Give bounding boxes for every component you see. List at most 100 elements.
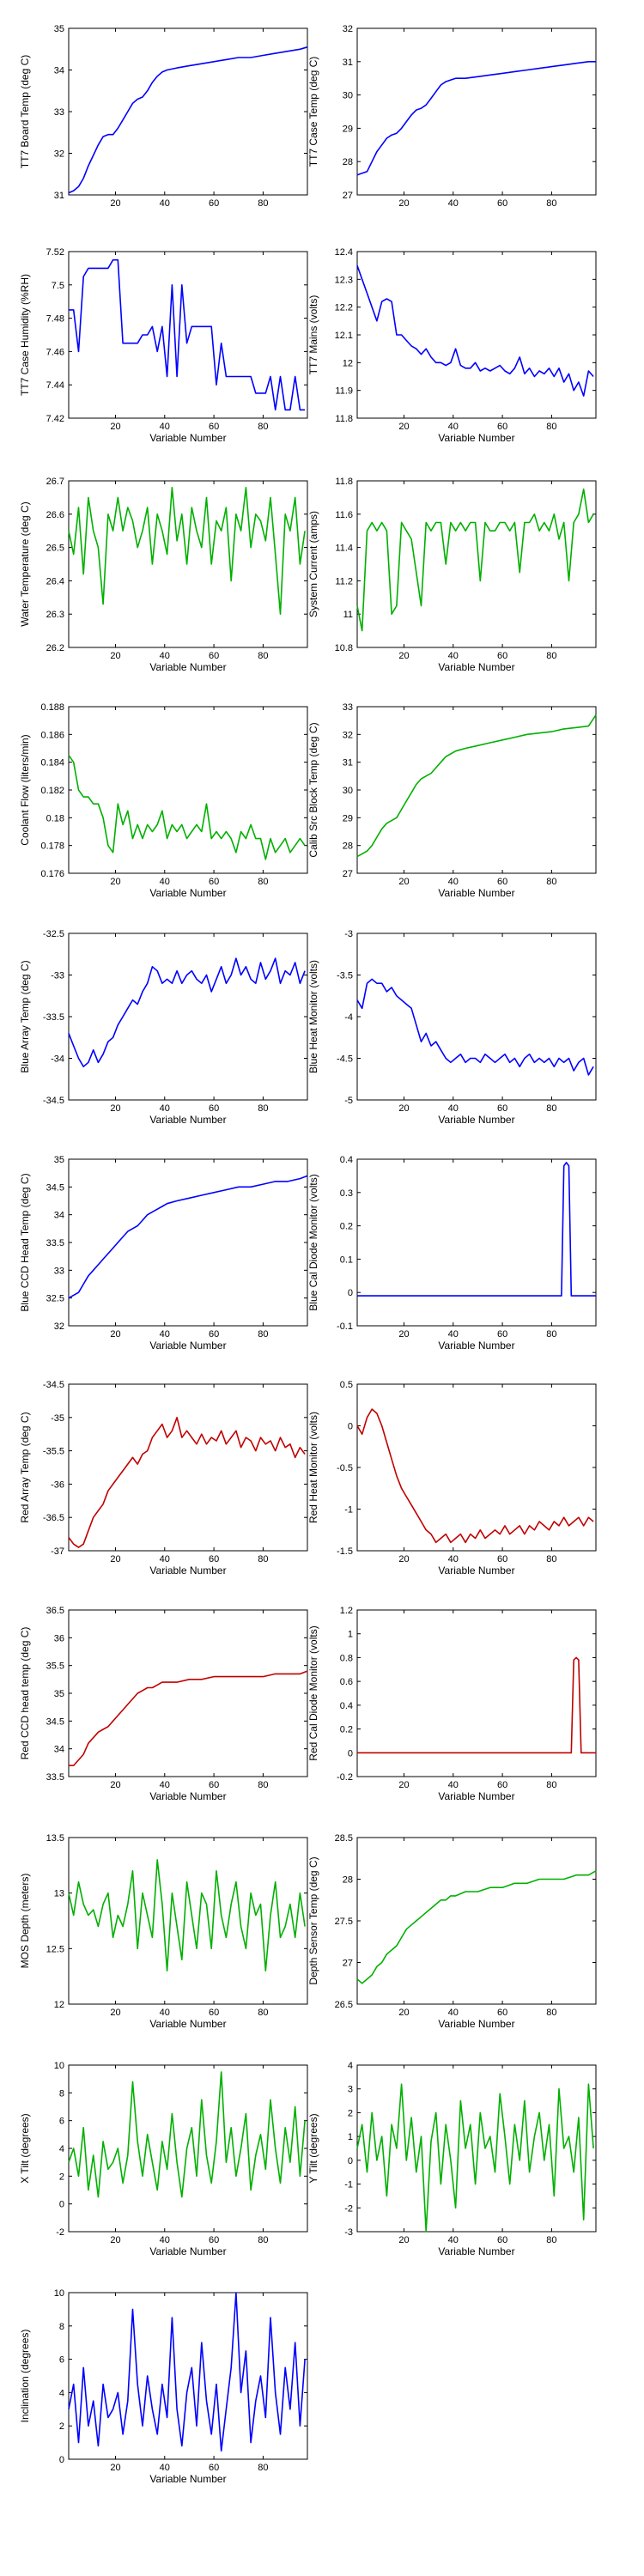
chart-1: 20 40 60 80 31 32 33 34 35 TT7 Board Temp (deg C) <box>19 24 308 209</box>
y-tick-label: -0.2 <box>337 1772 353 1783</box>
x-axis-label: Variable Number <box>438 887 514 899</box>
y-tick-label: 32.5 <box>46 1294 64 1304</box>
x-tick-label: 20 <box>110 2463 120 2473</box>
y-tick-label: 13.5 <box>46 1833 64 1844</box>
x-tick-label: 60 <box>209 651 219 661</box>
y-tick-label: 1 <box>348 2132 353 2142</box>
x-tick-label: 80 <box>546 877 556 887</box>
y-tick-label: 12 <box>54 2000 64 2010</box>
chart-13: 20 40 60 80 -37 -36.5 -36 -35.5 -35 -34.5 Red Arra… <box>19 1380 308 1577</box>
chart-8: 20 40 60 80 27 28 29 30 31 32 33 Calib Src Block Te… <box>307 702 597 899</box>
y-tick-label: 33.5 <box>46 1772 64 1783</box>
y-axis-label: Red Cal Diode Monitor (volts) <box>307 1625 319 1760</box>
y-tick-label: 0 <box>348 2156 353 2166</box>
y-tick-label: -0.5 <box>337 1463 353 1473</box>
x-axis-label: Variable Number <box>149 2473 226 2485</box>
y-tick-label: 8 <box>59 2088 64 2099</box>
series-line <box>356 61 596 176</box>
x-tick-label: 20 <box>398 1329 409 1340</box>
x-tick-label: 80 <box>258 2235 268 2245</box>
series-line <box>356 1408 594 1544</box>
axes-frame <box>68 480 308 648</box>
y-tick-label: 2 <box>59 2421 64 2432</box>
x-tick-label: 80 <box>258 877 268 887</box>
y-tick-label: -4.5 <box>337 1054 353 1065</box>
x-tick-label: 40 <box>160 1554 170 1564</box>
x-tick-label: 60 <box>497 1103 507 1114</box>
x-tick-label: 60 <box>209 198 219 209</box>
y-tick-label: 30 <box>343 786 353 796</box>
x-tick-label: 20 <box>398 651 409 661</box>
x-tick-label: 80 <box>546 1103 556 1114</box>
y-tick-label: 29 <box>343 813 353 823</box>
y-tick-label: 7.46 <box>46 347 64 357</box>
x-axis-label: Variable Number <box>438 1564 514 1577</box>
x-tick-label: 20 <box>398 198 409 209</box>
y-tick-label: -5 <box>344 1096 353 1106</box>
chart-18: 20 40 60 80 26.5 27 27.5 28 28.5 Depth Sensor Tem… <box>307 1833 597 2030</box>
axes-frame <box>356 1609 597 1777</box>
x-tick-label: 60 <box>497 651 507 661</box>
y-tick-label: -1 <box>344 2180 353 2190</box>
y-tick-label: 28 <box>343 1875 353 1886</box>
y-tick-label: 0.2 <box>340 1222 353 1232</box>
x-tick-label: 60 <box>209 1554 219 1564</box>
y-tick-label: 36.5 <box>46 1606 64 1616</box>
x-tick-label: 80 <box>258 2463 268 2473</box>
y-tick-label: 11.8 <box>335 414 353 424</box>
x-tick-label: 60 <box>497 1780 507 1790</box>
y-tick-label: 4 <box>59 2144 64 2154</box>
y-tick-label: 31 <box>343 58 353 68</box>
series-line <box>68 1859 306 1971</box>
x-tick-label: 80 <box>258 198 268 209</box>
y-tick-label: 0.8 <box>340 1653 353 1663</box>
x-axis-label: Variable Number <box>149 2245 226 2257</box>
chart-5: 20 40 60 80 26.2 26.3 26.4 26.5 26.6 26.7 Water Te… <box>19 477 308 673</box>
y-tick-label: 2 <box>348 2108 353 2118</box>
y-tick-label: 7.48 <box>46 314 64 325</box>
x-tick-label: 60 <box>497 198 507 209</box>
y-tick-label: -34.5 <box>43 1096 64 1106</box>
x-axis-label: Variable Number <box>149 1564 226 1577</box>
y-tick-label: 10.8 <box>335 643 353 653</box>
y-axis-label: Inclination (degrees) <box>19 2330 31 2423</box>
x-tick-label: 80 <box>546 1554 556 1564</box>
chart-4: 20 40 60 80 11.8 11.9 12 12.1 12.2 12.3 12.4 TT7 Ma… <box>307 247 597 444</box>
y-tick-label: 12.2 <box>335 303 353 313</box>
y-tick-label: 27 <box>343 191 353 201</box>
y-tick-label: 10 <box>54 2288 64 2299</box>
x-tick-label: 40 <box>160 1329 170 1340</box>
x-axis-label: Variable Number <box>149 432 226 444</box>
x-tick-label: 20 <box>110 651 120 661</box>
y-tick-label: 10 <box>54 2061 64 2071</box>
y-tick-label: -35.5 <box>43 1447 64 1457</box>
y-tick-label: 0 <box>348 1288 353 1298</box>
y-tick-label: -34.5 <box>43 1380 64 1390</box>
y-axis-label: X Tilt (degrees) <box>19 2113 31 2183</box>
chart-10: 20 40 60 80 -5 -4.5 -4 -3.5 -3 Blue Heat Monitor … <box>307 929 597 1126</box>
x-tick-label: 40 <box>160 2463 170 2473</box>
y-tick-label: -2 <box>344 2203 353 2214</box>
series-line <box>356 488 594 632</box>
y-tick-label: 0.182 <box>40 786 64 796</box>
chart-14: 20 40 60 80 -1.5 -1 -0.5 0 0.5 Red Heat Monitor (… <box>307 1380 597 1577</box>
chart-3: 20 40 60 80 7.42 7.44 7.46 7.48 7.5 7.52 TT7 Case … <box>19 247 308 444</box>
y-axis-label: TT7 Mains (volts) <box>307 295 319 375</box>
x-tick-label: 80 <box>546 1329 556 1340</box>
chart-2: 20 40 60 80 27 28 29 30 31 32 TT7 Case Temp (deg C… <box>307 24 597 209</box>
series-line <box>356 2083 594 2233</box>
y-tick-label: 11.4 <box>335 544 353 554</box>
y-tick-label: 0.186 <box>40 730 64 740</box>
y-tick-label: 0.184 <box>40 758 64 769</box>
y-tick-label: 0.3 <box>340 1188 353 1199</box>
x-tick-label: 40 <box>448 198 459 209</box>
series-line <box>357 1162 596 1297</box>
x-tick-label: 80 <box>546 422 556 432</box>
y-tick-label: 26.5 <box>335 2000 353 2010</box>
y-axis-label: Blue Array Temp (deg C) <box>19 960 31 1072</box>
x-tick-label: 20 <box>110 198 120 209</box>
x-tick-label: 40 <box>448 2008 459 2018</box>
x-axis-label: Variable Number <box>438 432 514 444</box>
y-tick-label: 0.2 <box>340 1725 353 1735</box>
x-tick-label: 40 <box>448 1329 459 1340</box>
